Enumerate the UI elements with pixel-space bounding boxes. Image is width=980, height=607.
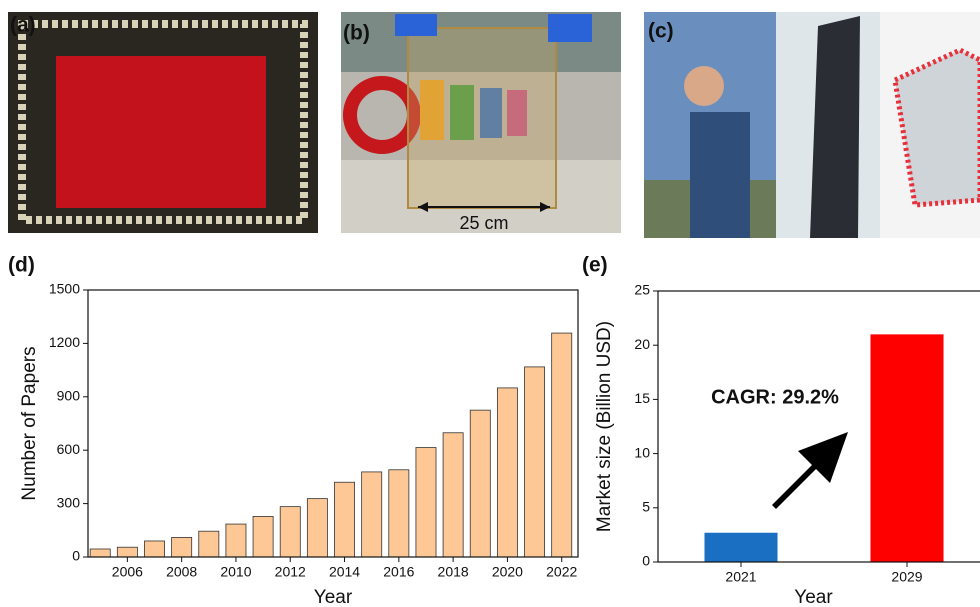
panel-label: (b) (343, 22, 370, 45)
bar (172, 537, 192, 557)
x-tick-label: 2029 (891, 569, 922, 585)
y-tick-label: 5 (642, 499, 650, 515)
panel-label: (e) (582, 254, 608, 277)
y-tick-label: 20 (634, 336, 650, 352)
x-tick-label: 2008 (166, 564, 197, 580)
bar (497, 388, 517, 557)
bar (552, 333, 572, 557)
bar (389, 470, 409, 557)
y-tick-label: 25 (634, 282, 650, 298)
x-tick-label: 2018 (438, 564, 469, 580)
panel-label: (d) (8, 254, 35, 277)
bar (470, 410, 490, 557)
bar (144, 541, 164, 557)
bar (362, 472, 382, 557)
y-tick-label: 1500 (49, 281, 80, 297)
y-tick-label: 900 (57, 388, 81, 404)
bar (443, 433, 463, 557)
y-axis-title: Market size (Billion USD) (594, 321, 615, 532)
y-tick-label: 1200 (49, 334, 80, 350)
arrow (772, 432, 848, 509)
y-tick-label: 300 (57, 494, 81, 510)
bar (280, 507, 300, 557)
y-tick-label: 600 (57, 441, 81, 457)
photo-b (341, 12, 621, 233)
x-tick-label: 2012 (275, 564, 306, 580)
bar (226, 524, 246, 557)
bar (416, 448, 436, 557)
x-axis-title: Year (314, 587, 353, 607)
annotation: CAGR: 29.2% (711, 386, 839, 408)
photo-c (644, 12, 980, 238)
scale-annotation: 25 cm (459, 213, 508, 233)
panel-label: (a) (10, 14, 36, 37)
x-tick-label: 2010 (220, 564, 251, 580)
x-tick-label: 2006 (112, 564, 143, 580)
y-axis-title: Number of Papers (19, 346, 40, 500)
bar (117, 547, 137, 557)
bar (199, 531, 219, 557)
bar (253, 516, 273, 557)
x-tick-label: 2014 (329, 564, 360, 580)
y-tick-label: 15 (634, 390, 650, 406)
x-axis-title: Year (794, 587, 833, 607)
y-tick-label: 0 (72, 548, 80, 564)
y-tick-label: 0 (642, 553, 650, 569)
x-tick-label: 2021 (725, 569, 756, 585)
panel-label: (c) (648, 20, 674, 43)
bar (870, 334, 943, 562)
x-tick-label: 2022 (546, 564, 577, 580)
y-tick-label: 10 (634, 444, 650, 460)
bar (90, 549, 110, 557)
photo-a (8, 12, 318, 233)
bar (307, 499, 327, 557)
bar (334, 482, 354, 557)
figure: (a) 25 cm (b) (c) (d) Number of Papers Yea… (0, 0, 980, 607)
x-tick-label: 2016 (383, 564, 414, 580)
x-tick-label: 2020 (492, 564, 523, 580)
bar (704, 533, 777, 562)
bar (525, 367, 545, 557)
